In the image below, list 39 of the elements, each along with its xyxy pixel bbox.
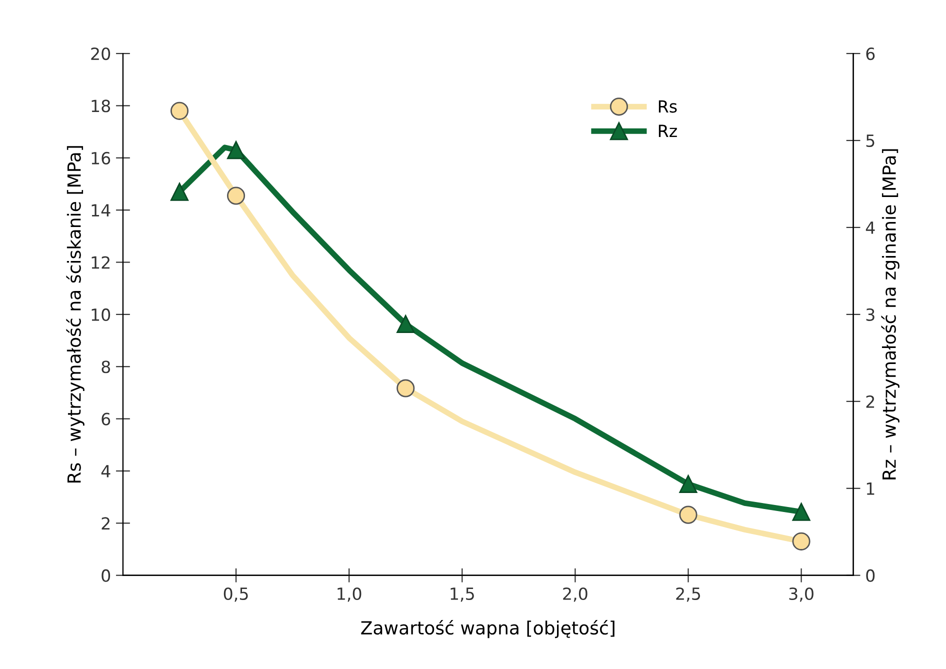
y2-tick-label: 3 <box>866 308 874 321</box>
y2-axis-title: Rz – wytrzymałość na zginanie [MPa] <box>881 149 900 480</box>
x-tick-label: 2,5 <box>676 587 700 602</box>
point <box>227 141 246 160</box>
y-tick-label: 2 <box>102 517 110 530</box>
point <box>170 102 189 120</box>
y2-tick-label: 5 <box>866 134 874 148</box>
y-tick-label: 4 <box>101 465 110 478</box>
y-tick-label: 6 <box>102 412 110 426</box>
y-tick-label: 16 <box>92 152 110 164</box>
y2-tick-label: 0 <box>866 569 875 582</box>
point <box>396 379 415 398</box>
x-tick-label: 3,0 <box>789 587 814 602</box>
y-tick-label: 0 <box>102 569 110 582</box>
legend-label: Rs <box>658 100 677 113</box>
y2-tick-label: 2 <box>866 395 874 408</box>
point <box>679 474 698 494</box>
y-tick-label: 12 <box>92 256 110 269</box>
point <box>679 506 698 524</box>
y-tick-label: 10 <box>92 308 110 321</box>
x-tick-label: 0,5 <box>224 587 248 602</box>
x-axis-title: Zawartość wapna [objętość] <box>361 620 614 638</box>
y-tick-label: 8 <box>102 360 110 374</box>
legend-label: Rz <box>658 124 677 137</box>
x-tick-label: 1,5 <box>450 588 474 602</box>
point <box>792 532 810 550</box>
y-tick-label: 20 <box>91 47 110 60</box>
point <box>170 182 189 201</box>
y2-tick-label: 4 <box>866 222 875 234</box>
point <box>396 314 415 334</box>
y-axis-title: Rs – wytrzymałość na ściskanie [MPa] <box>66 146 84 483</box>
x-tick-label: 2,0 <box>563 587 588 602</box>
y-tick-label: 14 <box>92 204 110 216</box>
point <box>227 186 246 205</box>
y2-tick-label: 1 <box>866 482 874 495</box>
point <box>792 502 810 521</box>
y-tick-label: 18 <box>92 100 110 112</box>
x-tick-label: 1,0 <box>338 587 362 602</box>
y2-tick-label: 6 <box>866 47 875 60</box>
